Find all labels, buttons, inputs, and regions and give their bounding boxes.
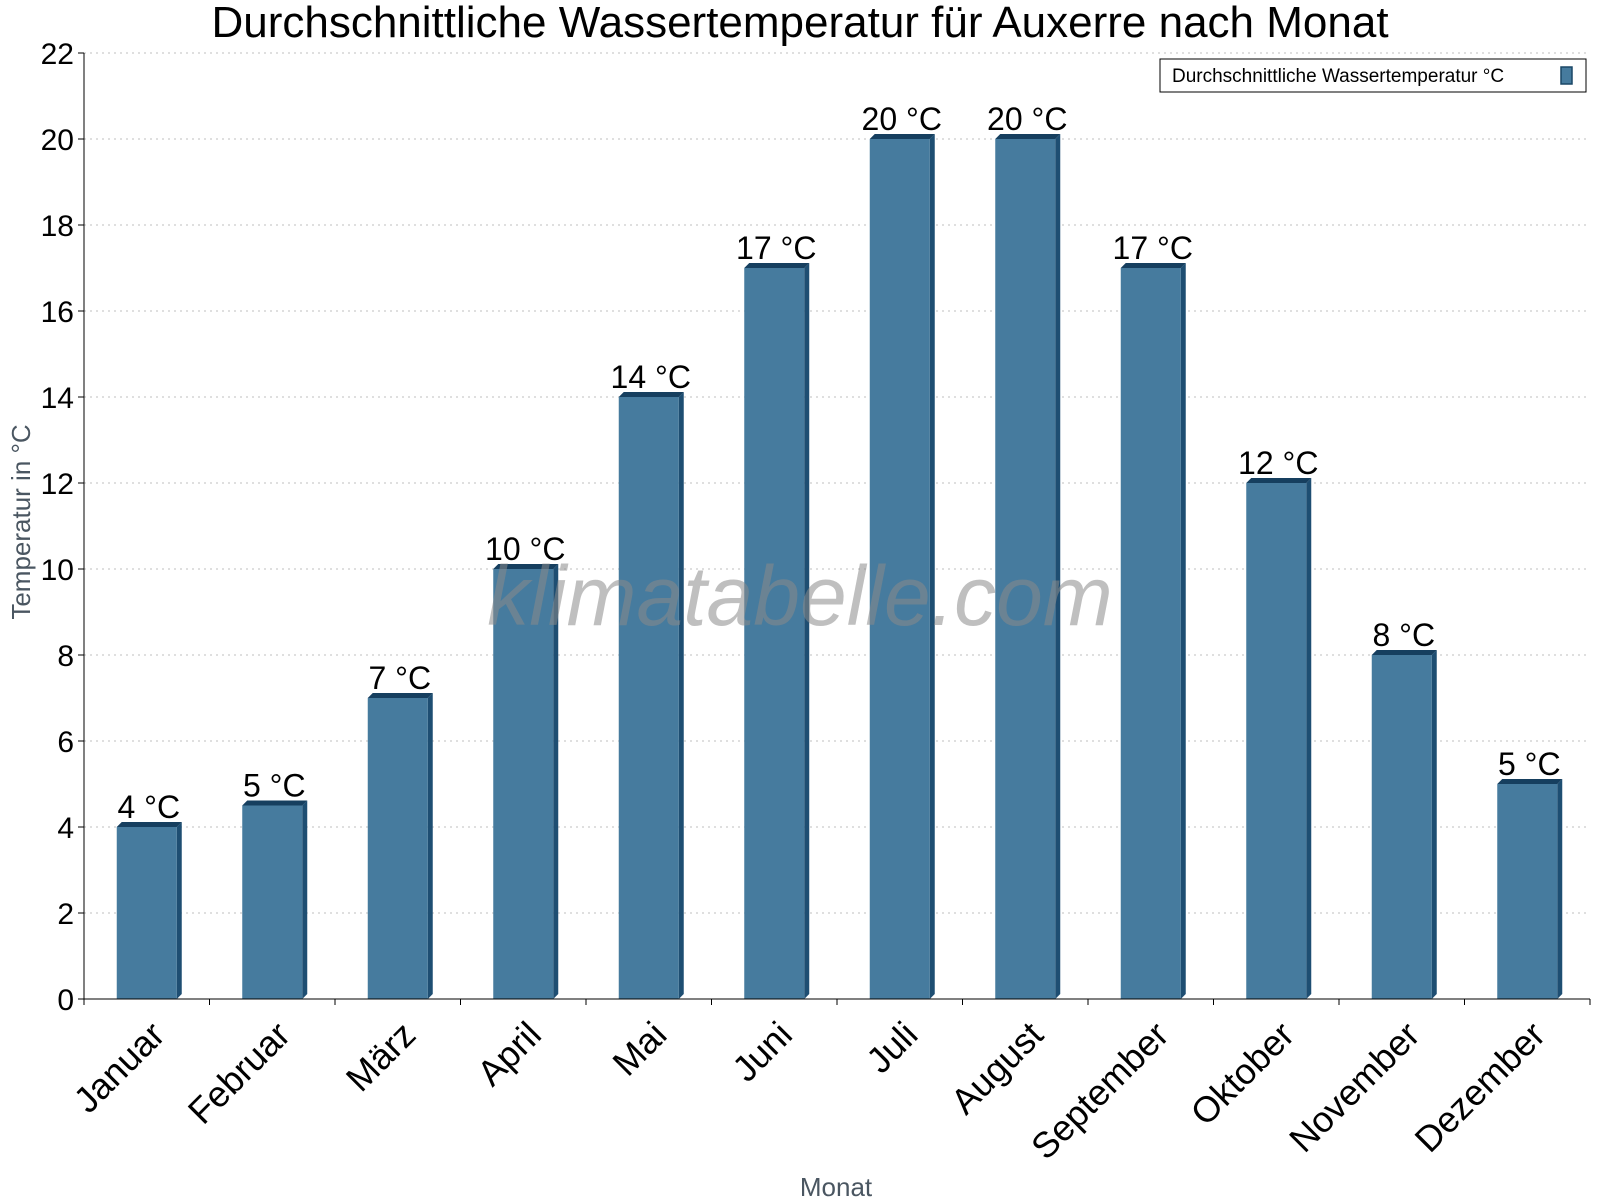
y-axis: 0 2 4 6 8 10 12 14 16 18 20 22 [41, 38, 85, 1017]
data-label: 8 °C [1372, 617, 1435, 653]
bar [367, 698, 428, 999]
bar-top [618, 392, 684, 397]
bar-top [242, 800, 308, 806]
bar-side [553, 564, 559, 999]
y-tick-label: 18 [41, 210, 74, 243]
bar-top [1371, 650, 1437, 655]
bar-top [744, 263, 810, 268]
bar-side [1180, 263, 1186, 999]
x-axis-title: Monat [800, 1172, 873, 1200]
data-label: 5 °C [243, 768, 306, 804]
bar-side [678, 392, 684, 999]
bar-side [1306, 478, 1312, 999]
data-label: 12 °C [1238, 445, 1318, 481]
bar-side [929, 134, 935, 999]
bar-side [1055, 134, 1061, 999]
bar-top [869, 134, 935, 139]
watermark: klimatabelle.com [487, 549, 1113, 643]
bar [242, 805, 303, 999]
bar-top [493, 564, 559, 569]
bar-top [1246, 478, 1312, 483]
y-tick-label: 4 [57, 812, 74, 845]
data-label: 14 °C [611, 359, 691, 395]
data-label: 20 °C [987, 101, 1067, 137]
y-tick-label: 12 [41, 468, 74, 501]
bar [1371, 655, 1432, 999]
bar-top [1120, 263, 1186, 268]
bar [995, 139, 1056, 999]
bar-side [804, 263, 810, 999]
data-label: 17 °C [736, 230, 816, 266]
bar-side [427, 693, 433, 999]
grid-lines [84, 52, 1590, 914]
y-tick-label: 8 [57, 640, 74, 673]
bar [618, 397, 679, 999]
data-label: 10 °C [485, 531, 565, 567]
data-label: 5 °C [1498, 746, 1561, 782]
data-label: 7 °C [368, 660, 431, 696]
bar [1497, 784, 1558, 999]
y-tick-label: 0 [57, 984, 74, 1017]
y-tick-label: 14 [41, 382, 74, 415]
y-tick-label: 16 [41, 296, 74, 329]
bar [116, 827, 177, 999]
y-axis-title: Temperatur in °C [6, 424, 36, 619]
chart-title: Durchschnittliche Wassertemperatur für A… [211, 0, 1388, 47]
bar-top [995, 134, 1061, 139]
data-label: 17 °C [1113, 230, 1193, 266]
y-tick-label: 22 [41, 38, 74, 71]
bar [869, 139, 930, 999]
bar [1120, 268, 1181, 999]
legend: Durchschnittliche Wassertemperatur °C [1159, 58, 1587, 93]
data-label: 4 °C [117, 789, 180, 825]
legend-box [1159, 58, 1587, 93]
legend-swatch [1560, 66, 1573, 85]
y-tick-label: 10 [41, 554, 74, 587]
bar-top [367, 693, 433, 698]
bars: 4 °C 5 °C 7 °C 10 °C 14 °C 17 °C 20 °C 20 °C 17 … [116, 101, 1563, 999]
bar-side [1431, 650, 1437, 999]
y-tick-label: 20 [41, 124, 74, 157]
bar [493, 569, 554, 999]
bar-top [1497, 779, 1563, 784]
legend-label: Durchschnittliche Wassertemperatur °C [1172, 66, 1504, 87]
y-tick-label: 6 [57, 726, 74, 759]
bar-side [302, 800, 308, 999]
bar [744, 268, 805, 999]
data-label: 20 °C [862, 101, 942, 137]
y-tick-label: 2 [57, 898, 74, 931]
bar [1246, 483, 1307, 999]
bar-top [116, 822, 182, 827]
bar-side [176, 822, 182, 999]
bar-side [1557, 779, 1563, 999]
